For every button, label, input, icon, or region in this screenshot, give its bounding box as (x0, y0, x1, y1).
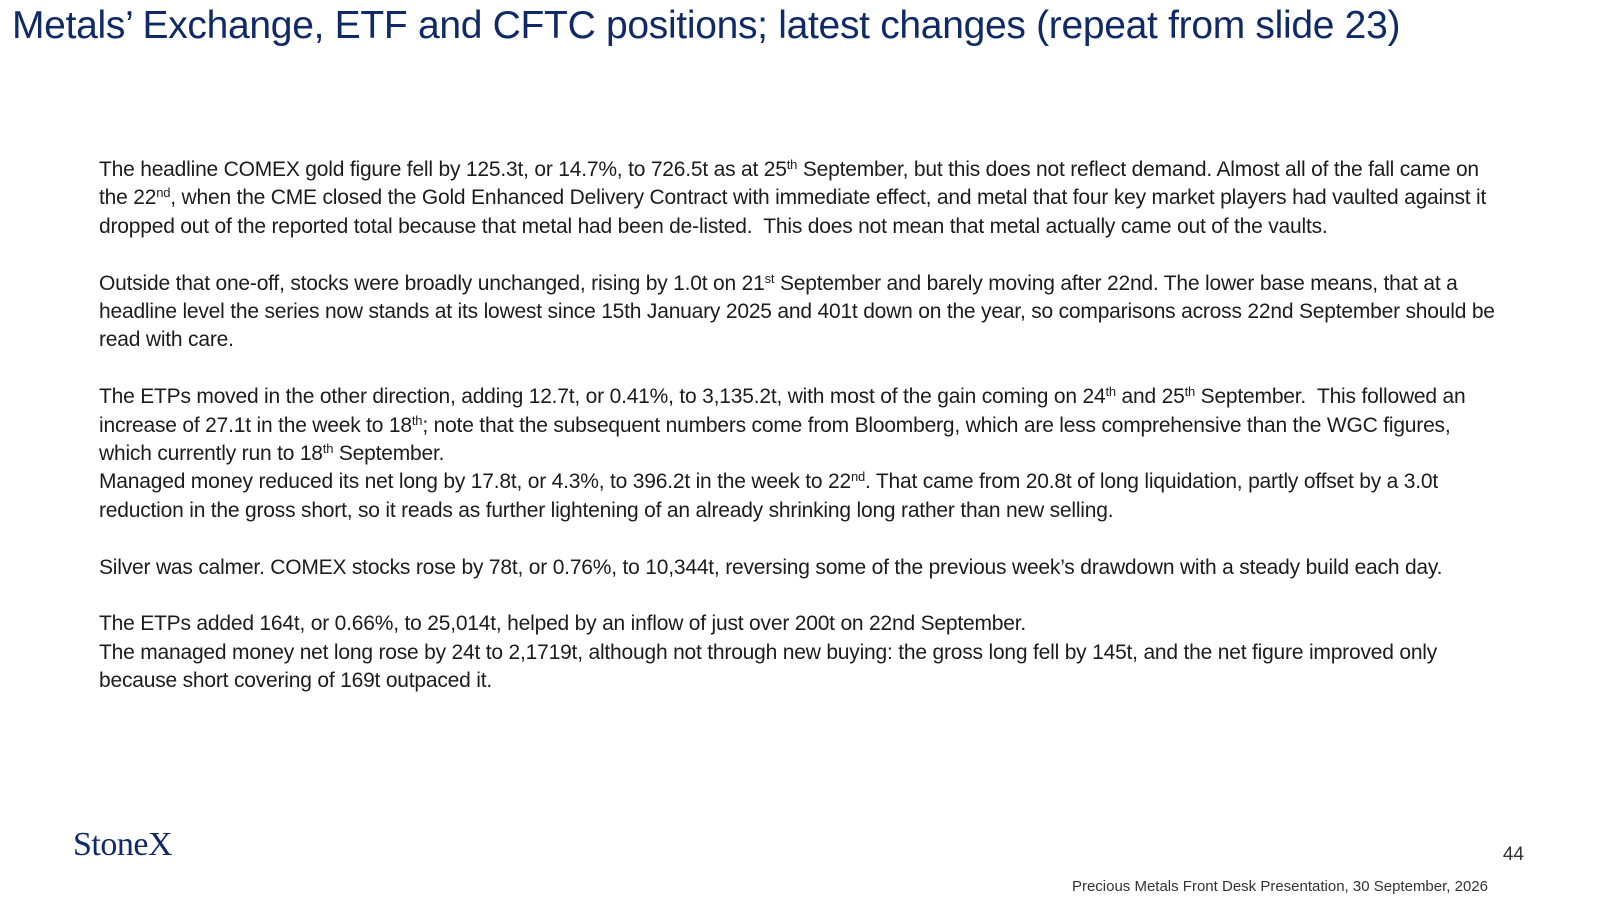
slide-title: Metals’ Exchange, ETF and CFTC positions… (12, 4, 1401, 47)
text-run: Outside that one-off, stocks were broadl… (99, 271, 765, 295)
text-run: September and barely moving after 22nd. … (99, 271, 1501, 352)
text-run: , when the CME closed the Gold Enhanced … (99, 186, 1492, 238)
text-run: September. (333, 442, 445, 466)
text-block: The ETPs moved in the other direction, a… (99, 383, 1499, 525)
superscript: th (1184, 384, 1196, 400)
text-block: Silver was calmer. COMEX stocks rose by … (99, 554, 1499, 582)
paragraph: Outside that one-off, stocks were broadl… (99, 270, 1499, 355)
text-run: The ETPs moved in the other direction, a… (99, 385, 1106, 409)
slide-body: The headline COMEX gold figure fell by 1… (99, 156, 1499, 724)
paragraph: The managed money net long rose by 24t t… (99, 639, 1499, 696)
superscript: st (764, 270, 775, 286)
paragraph: Managed money reduced its net long by 17… (99, 468, 1499, 525)
text-run: September, but this does not reflect dem… (99, 158, 1485, 210)
text-run: September. This followed an increase of … (99, 385, 1472, 437)
text-run: . That came from 20.8t of long liquidati… (99, 470, 1444, 522)
text-block: The headline COMEX gold figure fell by 1… (99, 156, 1499, 241)
paragraph: The ETPs moved in the other direction, a… (99, 383, 1499, 468)
paragraph: The ETPs added 164t, or 0.66%, to 25,014… (99, 610, 1499, 638)
superscript: th (1105, 384, 1116, 400)
superscript: nd (850, 469, 866, 485)
text-run: Silver was calmer. COMEX stocks rose by … (99, 555, 1443, 579)
text-run: The managed money net long rose by 24t t… (99, 640, 1443, 693)
text-block: Outside that one-off, stocks were broadl… (99, 270, 1499, 355)
superscript: th (411, 412, 423, 428)
superscript: th (322, 441, 334, 457)
logo: StoneX (73, 826, 173, 863)
superscript: nd (156, 185, 171, 201)
text-block: The ETPs added 164t, or 0.66%, to 25,014… (99, 610, 1499, 695)
text-run: The ETPs added 164t, or 0.66%, to 25,014… (99, 612, 1026, 636)
text-run: Managed money reduced its net long by 17… (99, 470, 851, 494)
page-number: 44 (1502, 844, 1524, 865)
footer-caption: Precious Metals Front Desk Presentation,… (1071, 878, 1488, 895)
paragraph: The headline COMEX gold figure fell by 1… (99, 156, 1499, 241)
text-run: ; note that the subsequent numbers come … (99, 413, 1457, 466)
text-run: The headline COMEX gold figure fell by 1… (99, 158, 787, 181)
superscript: th (786, 157, 798, 172)
text-run: and 25 (1115, 385, 1185, 409)
paragraph: Silver was calmer. COMEX stocks rose by … (99, 554, 1499, 582)
